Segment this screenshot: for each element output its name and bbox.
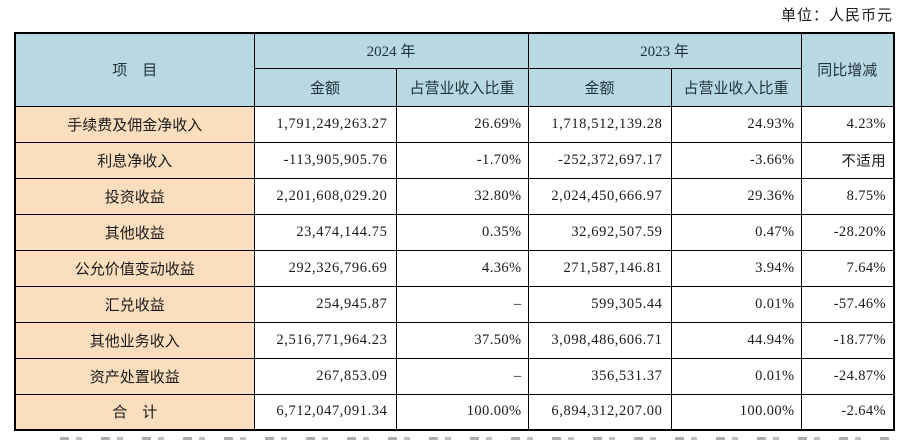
table-row-total: 合 计 6,712,047,091.34 100.00% 6,894,312,2…: [14, 393, 895, 431]
amount-2024-cell: 2,201,608,029.20: [253, 177, 397, 215]
amount-2024-cell: 1,791,249,263.27: [253, 105, 397, 143]
table-row: 手续费及佣金净收入 1,791,249,263.27 26.69% 1,718,…: [14, 105, 895, 143]
amount-2024-cell: -113,905,905.76: [253, 141, 397, 179]
ratio-2024-cell: 26.69%: [395, 105, 529, 143]
yoy-cell: 不适用: [800, 141, 895, 179]
item-cell: 公允价值变动收益: [14, 249, 255, 287]
ratio-2023-cell: 24.93%: [670, 105, 802, 143]
ratio-2023-cell: 0.47%: [670, 213, 802, 251]
amount-2023-cell: 271,587,146.81: [527, 249, 672, 287]
amount-2023-cell: 599,305.44: [527, 285, 672, 323]
item-cell-total: 合 计: [14, 393, 255, 431]
yoy-cell: -28.20%: [800, 213, 895, 251]
amount-2024-cell: 23,474,144.75: [253, 213, 397, 251]
yoy-cell: 8.75%: [800, 177, 895, 215]
amount-2023-cell: 3,098,486,606.71: [527, 321, 672, 359]
table-row: 利息净收入 -113,905,905.76 -1.70% -252,372,69…: [14, 141, 895, 179]
yoy-cell: -24.87%: [800, 357, 895, 395]
col-header-item: 项 目: [14, 32, 255, 107]
ratio-2023-cell: 29.36%: [670, 177, 802, 215]
col-header-year-2023: 2023 年: [527, 32, 802, 69]
col-header-ratio-2023: 占营业收入比重: [670, 67, 802, 107]
ratio-2023-cell: 0.01%: [670, 285, 802, 323]
amount-2024-cell: 292,326,796.69: [253, 249, 397, 287]
item-cell: 投资收益: [14, 177, 255, 215]
item-cell: 手续费及佣金净收入: [14, 105, 255, 143]
amount-2024-cell: 6,712,047,091.34: [253, 393, 397, 431]
ratio-2023-cell: -3.66%: [670, 141, 802, 179]
ratio-2024-cell: –: [395, 357, 529, 395]
item-cell: 利息净收入: [14, 141, 255, 179]
col-header-yoy: 同比增减: [800, 32, 895, 107]
item-cell: 其他业务收入: [14, 321, 255, 359]
amount-2023-cell: 32,692,507.59: [527, 213, 672, 251]
clipped-footnote-line: [60, 437, 892, 443]
ratio-2023-cell: 100.00%: [670, 393, 802, 431]
yoy-cell: -57.46%: [800, 285, 895, 323]
col-header-ratio-2024: 占营业收入比重: [395, 67, 529, 107]
ratio-2024-cell: 100.00%: [395, 393, 529, 431]
ratio-2023-cell: 44.94%: [670, 321, 802, 359]
table-row: 资产处置收益 267,853.09 – 356,531.37 0.01% -24…: [14, 357, 895, 395]
item-cell: 其他收益: [14, 213, 255, 251]
yoy-cell: -2.64%: [800, 393, 895, 431]
ratio-2023-cell: 3.94%: [670, 249, 802, 287]
table-row: 其他业务收入 2,516,771,964.23 37.50% 3,098,486…: [14, 321, 895, 359]
ratio-2024-cell: 37.50%: [395, 321, 529, 359]
table-row: 汇兑收益 254,945.87 – 599,305.44 0.01% -57.4…: [14, 285, 895, 323]
amount-2023-cell: 6,894,312,207.00: [527, 393, 672, 431]
amount-2023-cell: 356,531.37: [527, 357, 672, 395]
unit-label: 单位：人民币元: [780, 8, 893, 24]
item-cell: 资产处置收益: [14, 357, 255, 395]
table-row: 其他收益 23,474,144.75 0.35% 32,692,507.59 0…: [14, 213, 895, 251]
col-header-amount-2023: 金额: [527, 67, 672, 107]
yoy-cell: 4.23%: [800, 105, 895, 143]
financial-table: 项 目 2024 年 2023 年 同比增减 金额 占营业收入比重 金额 占营业…: [14, 32, 896, 431]
ratio-2024-cell: 0.35%: [395, 213, 529, 251]
ratio-2023-cell: 0.01%: [670, 357, 802, 395]
table-row: 投资收益 2,201,608,029.20 32.80% 2,024,450,6…: [14, 177, 895, 215]
amount-2023-cell: 2,024,450,666.97: [527, 177, 672, 215]
table-row: 公允价值变动收益 292,326,796.69 4.36% 271,587,14…: [14, 249, 895, 287]
amount-2023-cell: -252,372,697.17: [527, 141, 672, 179]
ratio-2024-cell: 32.80%: [395, 177, 529, 215]
ratio-2024-cell: –: [395, 285, 529, 323]
col-header-year-2024: 2024 年: [253, 32, 529, 69]
col-header-amount-2024: 金额: [253, 67, 397, 107]
amount-2024-cell: 267,853.09: [253, 357, 397, 395]
ratio-2024-cell: 4.36%: [395, 249, 529, 287]
amount-2024-cell: 2,516,771,964.23: [253, 321, 397, 359]
yoy-cell: 7.64%: [800, 249, 895, 287]
ratio-2024-cell: -1.70%: [395, 141, 529, 179]
amount-2024-cell: 254,945.87: [253, 285, 397, 323]
yoy-cell: -18.77%: [800, 321, 895, 359]
amount-2023-cell: 1,718,512,139.28: [527, 105, 672, 143]
item-cell: 汇兑收益: [14, 285, 255, 323]
